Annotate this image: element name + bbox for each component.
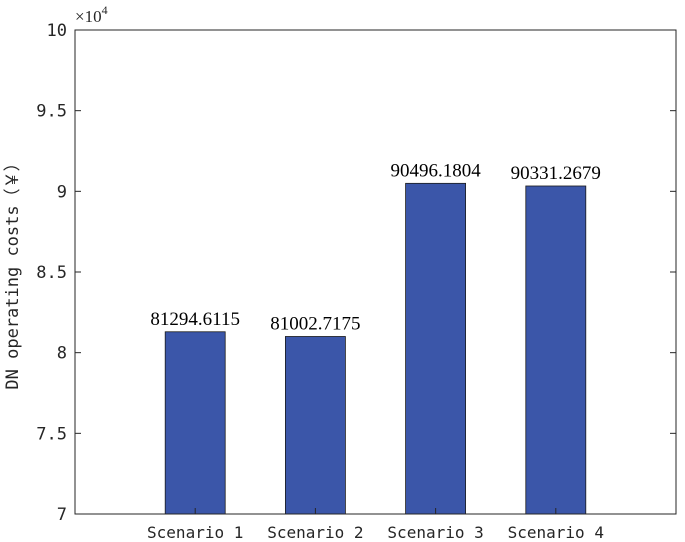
multiplier-exponent: 4 — [102, 3, 108, 17]
data-label-2: 81002.7175 — [270, 313, 360, 334]
y-tick-label-6: 10 — [47, 21, 67, 41]
x-tick-label-3: Scenario 3 — [387, 523, 483, 542]
bar-1 — [164, 331, 226, 515]
data-labels-group: 81294.6115 81002.7175 90496.1804 90331.2679 — [150, 160, 600, 334]
y-ticks-group: 7 7.5 8 8.5 9 9.5 10 — [36, 21, 676, 525]
bars-group — [164, 182, 587, 515]
multiplier-base: ×10 — [75, 7, 102, 26]
x-tick-label-1: Scenario 1 — [147, 523, 243, 542]
bar-2 — [284, 336, 346, 515]
y-tick-label-2: 8 — [57, 344, 67, 364]
y-tick-label-0: 7 — [57, 505, 67, 525]
data-label-1: 81294.6115 — [150, 309, 240, 330]
bar-4 — [525, 185, 587, 515]
y-tick-label-4: 9 — [57, 182, 67, 202]
y-axis-label: DN operating costs（￥） — [3, 154, 23, 389]
y-tick-label-1: 7.5 — [36, 424, 67, 444]
y-tick-label-5: 9.5 — [36, 102, 67, 122]
bar-3 — [405, 182, 467, 515]
data-label-4: 90331.2679 — [511, 163, 601, 184]
y-axis-multiplier: ×104 — [75, 3, 108, 26]
x-tick-label-4: Scenario 4 — [508, 523, 604, 542]
x-tick-label-2: Scenario 2 — [267, 523, 363, 542]
y-tick-label-3: 8.5 — [36, 263, 67, 283]
x-ticks-group: Scenario 1 Scenario 2 Scenario 3 Scenario 4 — [147, 508, 604, 542]
data-label-3: 90496.1804 — [390, 160, 481, 181]
